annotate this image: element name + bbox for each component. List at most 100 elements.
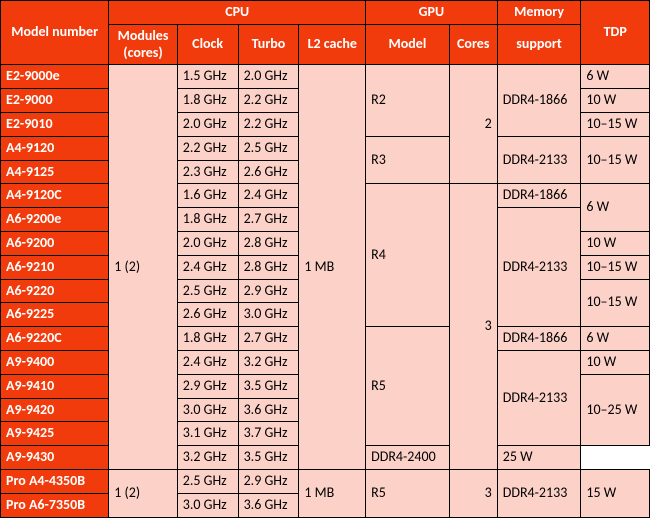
- cell-clock: 3.0 GHz: [177, 493, 238, 517]
- cell-model: A4-9120C: [1, 184, 109, 208]
- col-clock: Clock: [177, 24, 238, 65]
- cell-clock: 2.3 GHz: [177, 160, 238, 184]
- cell-gpu-cores: 2: [449, 65, 497, 184]
- cell-model: A6-9220: [1, 279, 109, 303]
- cell-model: A6-9220C: [1, 327, 109, 351]
- colgroup-memory: Memory: [497, 1, 581, 25]
- cell-gpu-cores: 3: [449, 469, 497, 517]
- cell-clock: 1.8 GHz: [177, 208, 238, 232]
- cell-turbo: 3.6 GHz: [238, 398, 299, 422]
- col-gpu-cores: Cores: [449, 24, 497, 65]
- col-model-number: Model number: [1, 1, 109, 65]
- cell-model: A6-9210: [1, 255, 109, 279]
- cell-tdp: 10–15 W: [581, 136, 650, 184]
- cell-tdp: 10–15 W: [581, 255, 650, 279]
- cell-tdp: 15 W: [581, 469, 650, 517]
- cell-memory: DDR4-2133: [497, 136, 581, 184]
- cell-clock: 2.9 GHz: [177, 374, 238, 398]
- cell-clock: 3.1 GHz: [177, 422, 238, 446]
- cell-turbo: 3.7 GHz: [238, 422, 299, 446]
- cell-model: A9-9410: [1, 374, 109, 398]
- cpu-spec-table: Model number CPU GPU Memory TDP Modules …: [0, 0, 650, 518]
- cell-clock: 1.5 GHz: [177, 65, 238, 89]
- cell-clock: 2.4 GHz: [177, 350, 238, 374]
- cell-l2cache: 1 MB: [299, 469, 366, 517]
- cell-turbo: 3.6 GHz: [238, 493, 299, 517]
- col-gpu-model: Model: [366, 24, 450, 65]
- cell-model: Pro A6-7350B: [1, 493, 109, 517]
- cell-memory: DDR4-2400: [366, 446, 450, 470]
- cell-tdp: 6 W: [581, 184, 650, 232]
- cell-l2cache: 1 MB: [299, 65, 366, 470]
- cell-model: A6-9200e: [1, 208, 109, 232]
- cell-clock: 2.4 GHz: [177, 255, 238, 279]
- modules-label-line2: (cores): [123, 44, 163, 61]
- cell-turbo: 3.5 GHz: [238, 446, 299, 470]
- cell-clock: 2.0 GHz: [177, 231, 238, 255]
- cell-model: A9-9420: [1, 398, 109, 422]
- cell-model: A6-9200: [1, 231, 109, 255]
- cell-memory: DDR4-2133: [497, 350, 581, 445]
- col-modules: Modules (cores): [109, 24, 177, 65]
- cell-modules: 1 (2): [109, 469, 177, 517]
- cell-turbo: 2.8 GHz: [238, 231, 299, 255]
- cell-turbo: 2.7 GHz: [238, 208, 299, 232]
- cell-turbo: 2.2 GHz: [238, 112, 299, 136]
- cell-turbo: 2.9 GHz: [238, 469, 299, 493]
- cell-model: A9-9430: [1, 446, 109, 470]
- cell-tdp: 10 W: [581, 89, 650, 113]
- cell-tdp: 10 W: [581, 350, 650, 374]
- cell-turbo: 2.2 GHz: [238, 89, 299, 113]
- cell-memory: DDR4-2133: [497, 469, 581, 517]
- cell-clock: 2.5 GHz: [177, 279, 238, 303]
- header-row-1: Model number CPU GPU Memory TDP: [1, 1, 650, 25]
- col-turbo: Turbo: [238, 24, 299, 65]
- cell-model: Pro A4-4350B: [1, 469, 109, 493]
- cell-clock: 3.0 GHz: [177, 398, 238, 422]
- cell-tdp: 6 W: [581, 65, 650, 89]
- cell-turbo: 2.0 GHz: [238, 65, 299, 89]
- cell-memory: DDR4-1866: [497, 327, 581, 351]
- cell-memory: DDR4-1866: [497, 184, 581, 208]
- cell-tdp: 10 W: [581, 231, 650, 255]
- cell-model: A9-9400: [1, 350, 109, 374]
- cell-turbo: 2.5 GHz: [238, 136, 299, 160]
- cell-model: A9-9425: [1, 422, 109, 446]
- cell-model: E2-9000e: [1, 65, 109, 89]
- cell-memory: DDR4-1866: [497, 65, 581, 136]
- cell-gpu-model: R2: [366, 65, 450, 136]
- cell-clock: 1.8 GHz: [177, 89, 238, 113]
- cell-gpu-model: R5: [366, 327, 450, 446]
- cell-modules: 1 (2): [109, 65, 177, 470]
- cell-clock: 2.2 GHz: [177, 136, 238, 160]
- cell-tdp: 6 W: [581, 327, 650, 351]
- col-tdp: TDP: [581, 1, 650, 65]
- col-l2cache: L2 cache: [299, 24, 366, 65]
- cell-model: A4-9125: [1, 160, 109, 184]
- modules-label-line1: Modules: [118, 27, 169, 44]
- cell-clock: 3.2 GHz: [177, 446, 238, 470]
- cell-turbo: 2.8 GHz: [238, 255, 299, 279]
- cell-turbo: 3.5 GHz: [238, 374, 299, 398]
- colgroup-gpu: GPU: [366, 1, 498, 25]
- cell-gpu-cores: 3: [449, 184, 497, 470]
- table-row: E2-9000e 1 (2) 1.5 GHz 2.0 GHz 1 MB R2 2…: [1, 65, 650, 89]
- cell-turbo: 2.6 GHz: [238, 160, 299, 184]
- cell-turbo: 3.0 GHz: [238, 303, 299, 327]
- table-row: Pro A4-4350B 1 (2) 2.5 GHz 2.9 GHz 1 MB …: [1, 469, 650, 493]
- cell-model: E2-9000: [1, 89, 109, 113]
- cell-tdp: 10–15 W: [581, 279, 650, 327]
- col-memory-support: support: [497, 24, 581, 65]
- cell-model: A4-9120: [1, 136, 109, 160]
- cell-tdp: 10–25 W: [581, 374, 650, 445]
- cell-clock: 1.8 GHz: [177, 327, 238, 351]
- cell-turbo: 2.4 GHz: [238, 184, 299, 208]
- cell-tdp: 10–15 W: [581, 112, 650, 136]
- cell-clock: 2.6 GHz: [177, 303, 238, 327]
- cell-tdp: 25 W: [497, 446, 581, 470]
- cell-turbo: 3.2 GHz: [238, 350, 299, 374]
- cell-model: E2-9010: [1, 112, 109, 136]
- cell-turbo: 2.9 GHz: [238, 279, 299, 303]
- cell-clock: 2.0 GHz: [177, 112, 238, 136]
- cell-clock: 1.6 GHz: [177, 184, 238, 208]
